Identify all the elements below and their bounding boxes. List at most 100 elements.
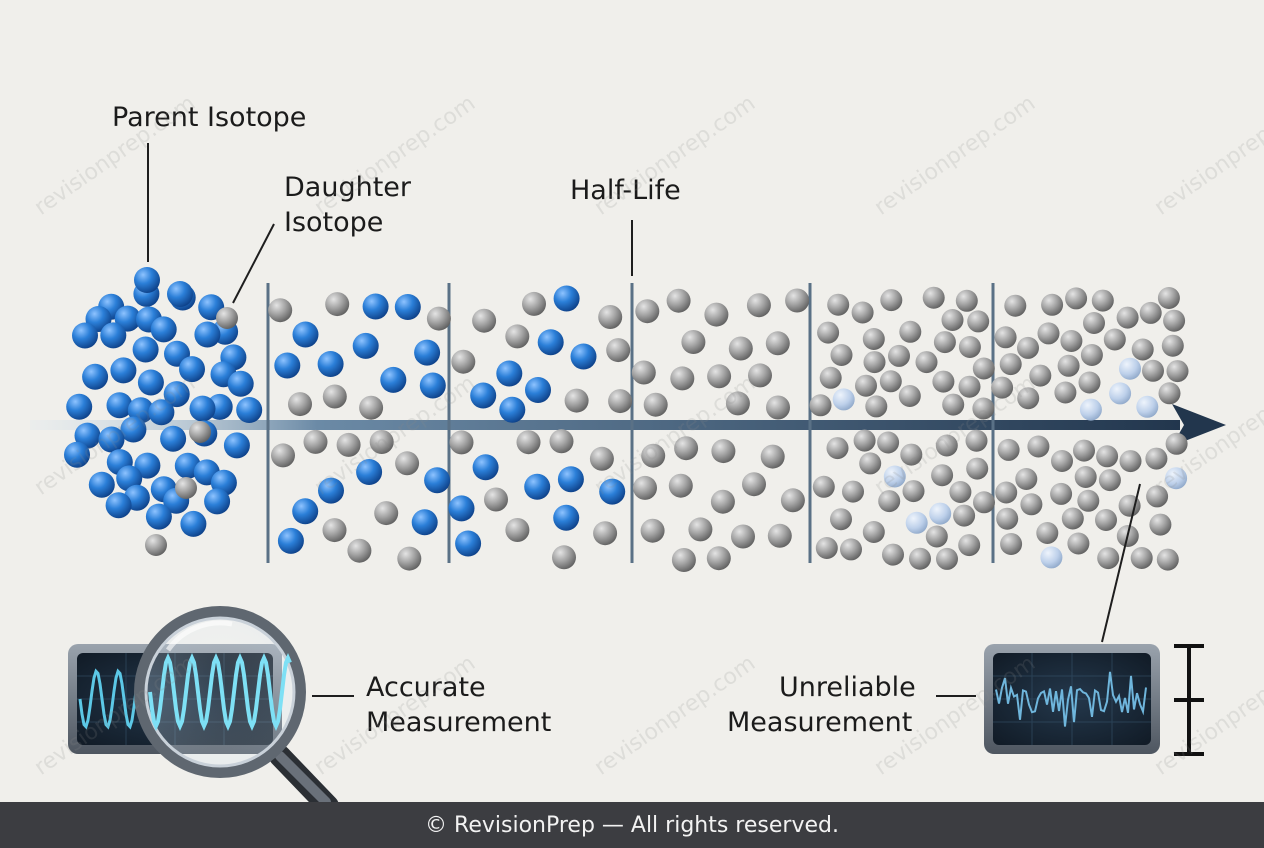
daughter-atom [1165, 432, 1188, 455]
faded-parent-atom [832, 388, 855, 411]
parent-atom [236, 397, 263, 423]
parent-atom [380, 366, 407, 393]
daughter-atom [933, 331, 956, 354]
daughter-atom [1145, 447, 1168, 470]
parent-atom [223, 432, 250, 459]
daughter-atom [706, 546, 731, 571]
daughter-atom [1051, 450, 1073, 472]
parent-atom [66, 393, 93, 420]
magnifying-glass-icon [134, 606, 339, 817]
daughter-atom [643, 392, 668, 417]
daughter-atom [851, 301, 874, 324]
daughter-atom [710, 489, 735, 514]
daughter-atom [840, 538, 862, 561]
daughter-atom [1077, 489, 1100, 512]
daughter-atom [1029, 364, 1052, 387]
parent-atom [132, 336, 159, 363]
daughter-atom [888, 344, 910, 367]
daughter-atom [1131, 338, 1154, 361]
parent-atom [448, 495, 475, 522]
atom-field [64, 267, 1189, 572]
daughter-atom [681, 330, 706, 354]
daughter-atom [780, 488, 805, 513]
parent-atom [599, 478, 626, 505]
daughter-atom [505, 324, 530, 349]
daughter-atom [760, 444, 785, 469]
parent-atom [82, 363, 109, 390]
parent-atom [455, 530, 482, 557]
leader-lines [147, 143, 1141, 697]
parent-atom [167, 281, 193, 307]
daughter-atom [958, 336, 981, 358]
daughter-atom [1096, 445, 1119, 468]
daughter-atom [935, 434, 958, 457]
daughter-atom [707, 364, 732, 389]
daughter-atom [728, 336, 753, 361]
daughter-atom [1098, 469, 1121, 492]
parent-atom [105, 492, 132, 519]
parent-atom [499, 396, 526, 423]
daughter-atom [1000, 533, 1023, 555]
parent-atom [106, 392, 133, 419]
daughter-atom [815, 537, 838, 559]
daughter-atom [1157, 287, 1180, 309]
unreliable-measurement-label-line1: Unreliable [779, 672, 916, 703]
daughter-atom [826, 437, 849, 460]
parent-atom [100, 322, 127, 349]
daughter-atom [688, 517, 713, 542]
daughter-atom [1041, 293, 1064, 316]
daughter-atom [631, 360, 656, 385]
daughter-atom [374, 501, 399, 526]
daughter-atom [1103, 328, 1126, 351]
parent-atom [179, 356, 205, 383]
parent-atom [148, 399, 175, 426]
daughter-atom [972, 357, 995, 380]
daughter-atom [1057, 354, 1080, 377]
parent-atom [150, 316, 177, 343]
parent-atom [88, 471, 115, 498]
daughter-atom [711, 439, 736, 464]
parent-atom [64, 441, 90, 468]
parent-atom [194, 321, 221, 348]
daughter-atom [878, 490, 901, 513]
daughter-atom [742, 472, 766, 497]
daughter-atom [882, 543, 904, 566]
daughter-atom [552, 545, 576, 570]
daughter-atom [1017, 387, 1040, 410]
copyright-text: © RevisionPrep — All rights reserved. [425, 812, 839, 838]
daughter-atom [1146, 485, 1169, 508]
daughter-atom [817, 321, 840, 344]
parent-atom [120, 416, 147, 443]
parent-atom [134, 267, 160, 293]
daughter-atom [862, 521, 885, 543]
daughter-atom [785, 288, 810, 313]
daughter-atom [145, 534, 167, 556]
accurate-measurement-label-line1: Accurate [366, 672, 486, 703]
daughter-atom [1060, 330, 1083, 352]
daughter-atom [827, 293, 850, 316]
daughter-isotope-label-line2: Isotope [284, 207, 384, 238]
daughter-atom [812, 475, 835, 498]
error-bar-icon [1174, 644, 1204, 756]
daughter-atom [958, 375, 981, 398]
daughter-atom [395, 451, 420, 476]
daughter-atom [859, 452, 882, 475]
daughter-atom [953, 504, 976, 527]
daughter-atom [1163, 309, 1186, 332]
daughter-atom [1050, 482, 1073, 505]
daughter-atom [369, 430, 394, 454]
daughter-atom [268, 298, 293, 323]
accurate-measurement-label-line2: Measurement [366, 707, 552, 738]
parent-atom [557, 466, 584, 493]
faded-parent-atom [1136, 395, 1159, 418]
daughter-atom [1078, 371, 1101, 394]
parent-atom [145, 503, 172, 530]
daughter-atom [1097, 547, 1120, 570]
parent-atom [292, 498, 319, 525]
daughter-atom [322, 518, 347, 543]
daughter-atom [949, 481, 972, 503]
daughter-atom [1036, 522, 1059, 544]
daughter-atom [1139, 301, 1162, 324]
noisy-sample-leader-line [1101, 483, 1141, 643]
